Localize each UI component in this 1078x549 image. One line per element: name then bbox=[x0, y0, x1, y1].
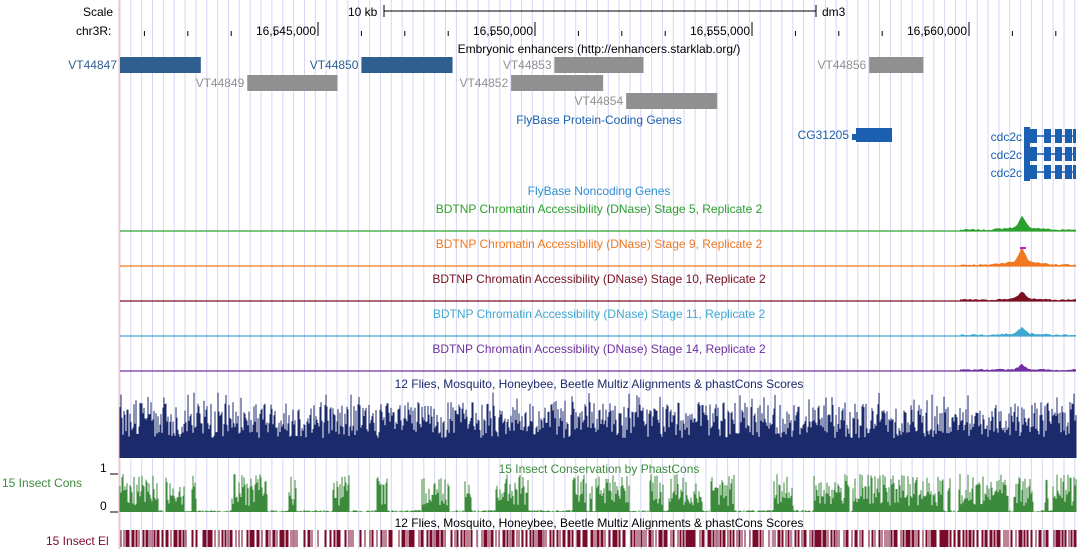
gene-utr bbox=[1024, 163, 1030, 181]
multiz-conservation-bars bbox=[119, 392, 1077, 458]
dnase-signal bbox=[960, 291, 1076, 301]
multiz-bars-path bbox=[119, 392, 1077, 458]
gene-models bbox=[852, 127, 1076, 181]
phastcons-title[interactable]: 15 Insect Conservation by PhastCons bbox=[498, 462, 700, 476]
enhancer-box bbox=[869, 57, 924, 73]
dnase-stage9-title[interactable]: BDTNP Chromatin Accessibility (DNase) St… bbox=[435, 237, 763, 251]
conserved-elements-path bbox=[120, 530, 1077, 547]
gene-exon bbox=[1073, 147, 1076, 161]
gene-exon bbox=[1044, 165, 1051, 179]
gene-exon bbox=[1055, 147, 1062, 161]
gene-label-cdc2c-3[interactable]: cdc2c bbox=[990, 166, 1022, 180]
position-label: 16,560,000 bbox=[906, 24, 967, 38]
gene-exon bbox=[1030, 165, 1037, 179]
enhancer-box bbox=[626, 93, 718, 109]
gene-exon bbox=[1030, 147, 1037, 161]
enhancer-box bbox=[554, 57, 644, 73]
position-ruler bbox=[143, 22, 1057, 36]
gene-exon bbox=[1044, 129, 1051, 143]
enhancer-box bbox=[511, 75, 604, 91]
dnase-stage10-title[interactable]: BDTNP Chromatin Accessibility (DNase) St… bbox=[432, 272, 766, 286]
gene-exon bbox=[1073, 129, 1076, 143]
flybase-coding-title[interactable]: FlyBase Protein-Coding Genes bbox=[516, 113, 682, 127]
scale-label: Scale bbox=[83, 5, 114, 19]
gene-utr bbox=[1024, 145, 1030, 163]
gene-exon bbox=[1030, 129, 1037, 143]
enhancer-label[interactable]: VT44849 bbox=[195, 76, 245, 90]
flybase-noncoding-title[interactable]: FlyBase Noncoding Genes bbox=[527, 184, 671, 198]
dnase-signal bbox=[960, 326, 1076, 336]
gene-exon bbox=[1065, 165, 1072, 179]
gene-exon bbox=[1055, 129, 1062, 143]
elements-title[interactable]: 12 Flies, Mosquito, Honeybee, Beetle Mul… bbox=[394, 516, 804, 530]
assembly-label: dm3 bbox=[822, 5, 846, 19]
gene-utr bbox=[1024, 127, 1030, 145]
dnase-signal-tracks bbox=[120, 215, 1076, 372]
enhancer-box bbox=[247, 75, 338, 91]
dnase-stage11-title[interactable]: BDTNP Chromatin Accessibility (DNase) St… bbox=[432, 307, 766, 321]
dnase-stage5-title[interactable]: BDTNP Chromatin Accessibility (DNase) St… bbox=[435, 202, 763, 216]
scale-bar bbox=[383, 5, 817, 17]
enhancer-box bbox=[361, 57, 453, 73]
chrom-label: chr3R: bbox=[76, 24, 112, 38]
enhancer-label[interactable]: VT44852 bbox=[459, 76, 509, 90]
phastcons-side-label[interactable]: 15 Insect Cons bbox=[2, 476, 83, 490]
dnase-signal bbox=[960, 363, 1076, 371]
dnase-peak-clip bbox=[1020, 247, 1026, 249]
gene-label-cg31205[interactable]: CG31205 bbox=[797, 128, 849, 142]
enhancer-label[interactable]: VT44853 bbox=[502, 58, 552, 72]
enhancer-label[interactable]: VT44847 bbox=[68, 58, 117, 72]
enhancer-label[interactable]: VT44856 bbox=[817, 58, 867, 72]
phastcons-ymax: 1 bbox=[100, 461, 107, 475]
enhancer-features bbox=[120, 57, 924, 109]
enhancer-box bbox=[120, 57, 201, 73]
gene-exon bbox=[1044, 147, 1051, 161]
multiz-title[interactable]: 12 Flies, Mosquito, Honeybee, Beetle Mul… bbox=[394, 377, 804, 391]
gene-exon bbox=[1073, 165, 1076, 179]
elements-side-label[interactable]: 15 Insect El bbox=[46, 534, 109, 548]
position-label: 16,545,000 bbox=[255, 24, 316, 38]
enhancer-label[interactable]: VT44850 bbox=[309, 58, 359, 72]
gene-label-cdc2c-2[interactable]: cdc2c bbox=[990, 148, 1022, 162]
enhancer-track-title[interactable]: Embryonic enhancers (http://enhancers.st… bbox=[457, 42, 741, 56]
phastcons-bars-path bbox=[119, 474, 1077, 512]
position-label: 16,550,000 bbox=[472, 24, 533, 38]
dnase-signal bbox=[960, 246, 1076, 266]
phastcons-bars bbox=[110, 473, 1077, 513]
gene-exon bbox=[1055, 165, 1062, 179]
gene-exon bbox=[1065, 129, 1072, 143]
gene-label-cdc2c-1[interactable]: cdc2c bbox=[990, 130, 1022, 144]
gene-exon bbox=[1065, 147, 1072, 161]
position-label: 16,555,000 bbox=[689, 24, 750, 38]
phastcons-ymin: 0 bbox=[100, 499, 107, 513]
dnase-stage14-title[interactable]: BDTNP Chromatin Accessibility (DNase) St… bbox=[432, 342, 766, 356]
conserved-element-bars bbox=[120, 530, 1077, 547]
gene-exon bbox=[856, 128, 892, 142]
enhancer-label[interactable]: VT44854 bbox=[574, 94, 624, 108]
scale-bar-text: 10 kb bbox=[348, 5, 378, 19]
gene-utr bbox=[852, 134, 856, 140]
dnase-signal bbox=[960, 215, 1076, 231]
